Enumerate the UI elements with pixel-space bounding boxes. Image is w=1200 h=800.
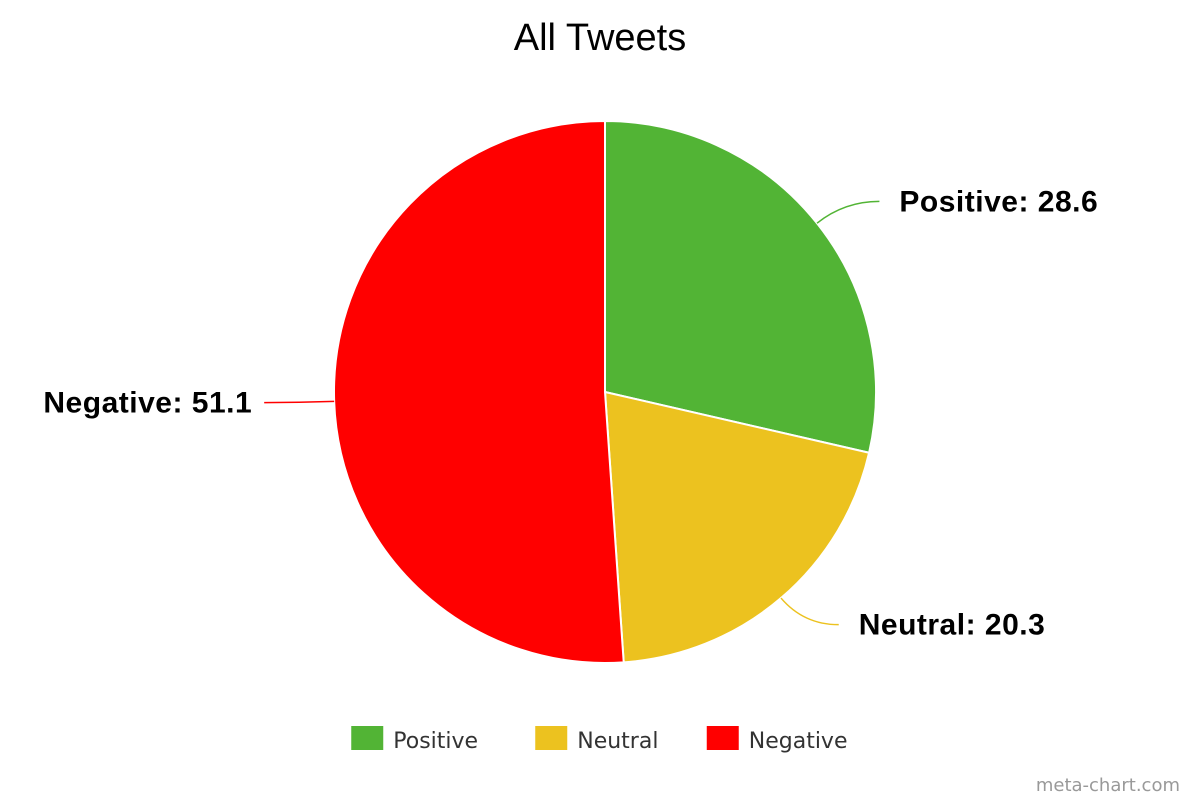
data-label-negative: Negative: 51.1 <box>43 387 252 420</box>
legend-swatch-neutral[interactable] <box>535 726 568 750</box>
data-label-neutral: Neutral: 20.3 <box>859 609 1046 642</box>
connector-negative <box>264 400 335 404</box>
legend[interactable]: Positive Neutral Negative <box>351 726 847 754</box>
connector-neutral <box>780 597 839 626</box>
legend-label-positive[interactable]: Positive <box>393 729 478 754</box>
legend-label-negative[interactable]: Negative <box>749 729 848 754</box>
pie-slices <box>333 119 877 664</box>
legend-label-neutral[interactable]: Neutral <box>577 729 658 754</box>
legend-swatch-negative[interactable] <box>706 726 739 750</box>
data-label-positive: Positive: 28.6 <box>899 185 1098 218</box>
legend-swatch-positive[interactable] <box>351 726 384 750</box>
pie-slice-negative[interactable] <box>333 119 625 664</box>
data-labels: Positive: 28.6 Neutral: 20.3 Negative: 51.… <box>43 185 1098 642</box>
connector-positive <box>816 200 880 224</box>
chart-title: All Tweets <box>514 17 686 59</box>
credit-text[interactable]: meta-chart.com <box>1036 775 1180 796</box>
